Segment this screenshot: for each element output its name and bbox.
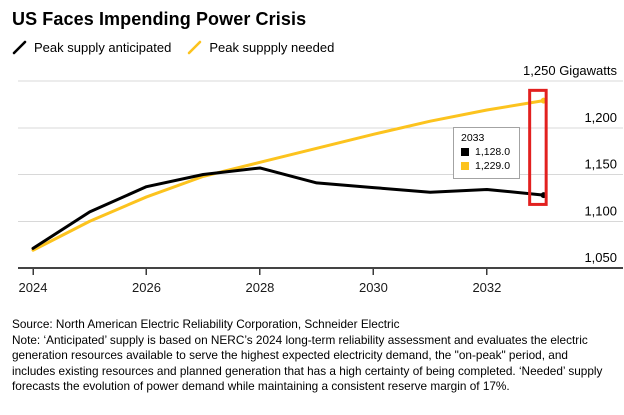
tooltip-value: 1,229.0 — [475, 160, 511, 173]
legend-item-needed[interactable]: Peak suppply needed — [187, 40, 334, 55]
x-axis-label: 2026 — [132, 280, 161, 295]
highlight-red-box — [528, 88, 548, 206]
chart-area[interactable]: 1,050 1,100 1,150 1,200 1,250 Gigawatts 2024 2… — [0, 57, 624, 303]
y-axis-label: 1,200 — [584, 110, 617, 125]
x-axis-label: 2024 — [19, 280, 48, 295]
tooltip: 2033 1,128.0 1,229.0 — [453, 127, 521, 179]
legend-label: Peak suppply needed — [209, 40, 335, 55]
series-swatch-icon — [461, 148, 469, 157]
y-axis-label: 1,250 Gigawatts — [523, 63, 617, 78]
tooltip-value: 1,128.0 — [475, 146, 511, 159]
y-axis-label: 1,100 — [584, 203, 617, 218]
line-chart-plot[interactable]: 1,050 1,100 1,150 1,200 1,250 Gigawatts 2024 2… — [0, 57, 624, 303]
chart-legend: Peak supply anticipated Peak suppply need… — [12, 40, 612, 55]
x-axis-label: 2030 — [359, 280, 388, 295]
tooltip-year-label: 2033 — [461, 132, 485, 144]
x-axis-label: 2032 — [472, 280, 501, 295]
footnote-block: Source: North American Electric Reliabil… — [0, 303, 624, 395]
source-line: Source: North American Electric Reliabil… — [12, 317, 400, 331]
chart-header: US Faces Impending Power Crisis Peak sup… — [0, 0, 624, 55]
series-line-anticipated — [31, 166, 546, 250]
tooltip-row: 1,229.0 — [461, 159, 510, 173]
legend-label: Peak supply anticipated — [34, 40, 172, 55]
note-line: Note: ‘Anticipated’ supply is based on N… — [12, 332, 603, 394]
slash-line-icon — [188, 40, 202, 55]
tooltip-row: 1,128.0 — [461, 145, 510, 159]
y-axis-label: 1,050 — [584, 250, 617, 265]
series-line-needed — [31, 99, 546, 252]
chart-title: US Faces Impending Power Crisis — [12, 9, 307, 29]
x-axis-label: 2028 — [245, 280, 274, 295]
y-axis-label: 1,150 — [584, 157, 617, 172]
tooltip-rows: 1,128.0 1,229.0 — [461, 145, 510, 173]
series-swatch-icon — [461, 162, 469, 171]
legend-item-anticipated[interactable]: Peak supply anticipated — [12, 40, 171, 55]
slash-line-icon — [12, 40, 27, 55]
